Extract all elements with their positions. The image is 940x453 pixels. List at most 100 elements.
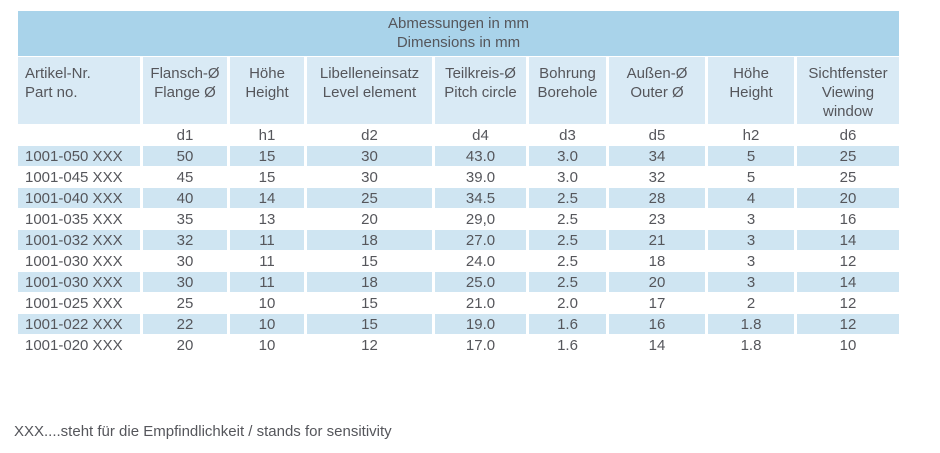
value-cell: 29,0: [435, 209, 526, 229]
column-header-libelleneinsatz: Libelleneinsatz Level element: [307, 57, 432, 124]
value-cell: 1.8: [708, 335, 794, 355]
value-cell: 25: [797, 146, 899, 166]
part-no-cell: 1001-040 XXX: [18, 188, 140, 208]
value-cell: 32: [609, 167, 705, 187]
value-cell: 3: [708, 272, 794, 292]
table-row: 1001-032 XXX 32 11 18 27.0 2.5 21 3 14: [18, 230, 899, 250]
value-cell: 30: [307, 146, 432, 166]
value-cell: 5: [708, 146, 794, 166]
value-cell: 25.0: [435, 272, 526, 292]
value-cell: 15: [307, 314, 432, 334]
value-cell: 1.8: [708, 314, 794, 334]
value-cell: 3.0: [529, 167, 606, 187]
column-header-row: Artikel-Nr. Part no. Flansch-Ø Flange Ø Hö…: [18, 57, 899, 124]
column-header-hoehe-2: Höhe Height: [708, 57, 794, 124]
value-cell: 30: [143, 251, 227, 271]
value-cell: 39.0: [435, 167, 526, 187]
value-cell: 43.0: [435, 146, 526, 166]
value-cell: 3.0: [529, 146, 606, 166]
dim-code: d4: [435, 125, 526, 145]
value-cell: 10: [230, 293, 304, 313]
table-row: 1001-050 XXX 50 15 30 43.0 3.0 34 5 25: [18, 146, 899, 166]
table-row: 1001-040 XXX 40 14 25 34.5 2.5 28 4 20: [18, 188, 899, 208]
part-no-cell: 1001-030 XXX: [18, 272, 140, 292]
value-cell: 15: [230, 167, 304, 187]
value-cell: 11: [230, 251, 304, 271]
value-cell: 4: [708, 188, 794, 208]
dim-code: d3: [529, 125, 606, 145]
value-cell: 21.0: [435, 293, 526, 313]
table-row: 1001-020 XXX 20 10 12 17.0 1.6 14 1.8 10: [18, 335, 899, 355]
value-cell: 18: [307, 272, 432, 292]
value-cell: 3: [708, 230, 794, 250]
value-cell: 20: [609, 272, 705, 292]
value-cell: 12: [797, 293, 899, 313]
table-title-de: Abmessungen in mm: [388, 15, 529, 32]
value-cell: 18: [609, 251, 705, 271]
value-cell: 5: [708, 167, 794, 187]
value-cell: 16: [797, 209, 899, 229]
value-cell: 22: [143, 314, 227, 334]
value-cell: 14: [230, 188, 304, 208]
value-cell: 2.5: [529, 230, 606, 250]
value-cell: 10: [230, 314, 304, 334]
column-header-aussen: Außen-Ø Outer Ø: [609, 57, 705, 124]
value-cell: 12: [307, 335, 432, 355]
part-no-cell: 1001-050 XXX: [18, 146, 140, 166]
part-no-cell: 1001-035 XXX: [18, 209, 140, 229]
value-cell: 2: [708, 293, 794, 313]
part-no-cell: 1001-032 XXX: [18, 230, 140, 250]
table-row: 1001-035 XXX 35 13 20 29,0 2.5 23 3 16: [18, 209, 899, 229]
dimensions-table: Abmessungen in mm Dimensions in mm Artik…: [15, 10, 902, 356]
value-cell: 27.0: [435, 230, 526, 250]
value-cell: 35: [143, 209, 227, 229]
column-header-sichtfenster: Sichtfenster Viewing window: [797, 57, 899, 124]
value-cell: 3: [708, 251, 794, 271]
value-cell: 14: [609, 335, 705, 355]
value-cell: 19.0: [435, 314, 526, 334]
value-cell: 2.5: [529, 188, 606, 208]
column-header-teilkreis: Teilkreis-Ø Pitch circle: [435, 57, 526, 124]
value-cell: 16: [609, 314, 705, 334]
table-title-en: Dimensions in mm: [396, 34, 521, 51]
value-cell: 20: [143, 335, 227, 355]
table-title-row: Abmessungen in mm Dimensions in mm: [18, 11, 899, 56]
value-cell: 14: [797, 272, 899, 292]
value-cell: 30: [307, 167, 432, 187]
value-cell: 50: [143, 146, 227, 166]
value-cell: 10: [230, 335, 304, 355]
value-cell: 2.0: [529, 293, 606, 313]
value-cell: 18: [307, 230, 432, 250]
value-cell: 17.0: [435, 335, 526, 355]
value-cell: 14: [797, 230, 899, 250]
value-cell: 2.5: [529, 209, 606, 229]
value-cell: 15: [307, 251, 432, 271]
value-cell: 3: [708, 209, 794, 229]
table-row: 1001-030 XXX 30 11 18 25.0 2.5 20 3 14: [18, 272, 899, 292]
value-cell: 25: [307, 188, 432, 208]
value-cell: 12: [797, 251, 899, 271]
table-row: 1001-045 XXX 45 15 30 39.0 3.0 32 5 25: [18, 167, 899, 187]
value-cell: 20: [307, 209, 432, 229]
part-no-cell: 1001-045 XXX: [18, 167, 140, 187]
value-cell: 25: [143, 293, 227, 313]
value-cell: 1.6: [529, 314, 606, 334]
part-no-cell: 1001-022 XXX: [18, 314, 140, 334]
value-cell: 45: [143, 167, 227, 187]
dim-code: [18, 125, 140, 145]
dim-code: d6: [797, 125, 899, 145]
table-row: 1001-030 XXX 30 11 15 24.0 2.5 18 3 12: [18, 251, 899, 271]
value-cell: 20: [797, 188, 899, 208]
value-cell: 28: [609, 188, 705, 208]
value-cell: 11: [230, 272, 304, 292]
column-header-artikel-nr: Artikel-Nr. Part no.: [18, 57, 140, 124]
value-cell: 2.5: [529, 272, 606, 292]
value-cell: 34: [609, 146, 705, 166]
value-cell: 1.6: [529, 335, 606, 355]
dim-code: d2: [307, 125, 432, 145]
footnote: XXX....steht für die Empfindlichkeit / s…: [14, 423, 392, 440]
value-cell: 25: [797, 167, 899, 187]
value-cell: 15: [230, 146, 304, 166]
value-cell: 30: [143, 272, 227, 292]
